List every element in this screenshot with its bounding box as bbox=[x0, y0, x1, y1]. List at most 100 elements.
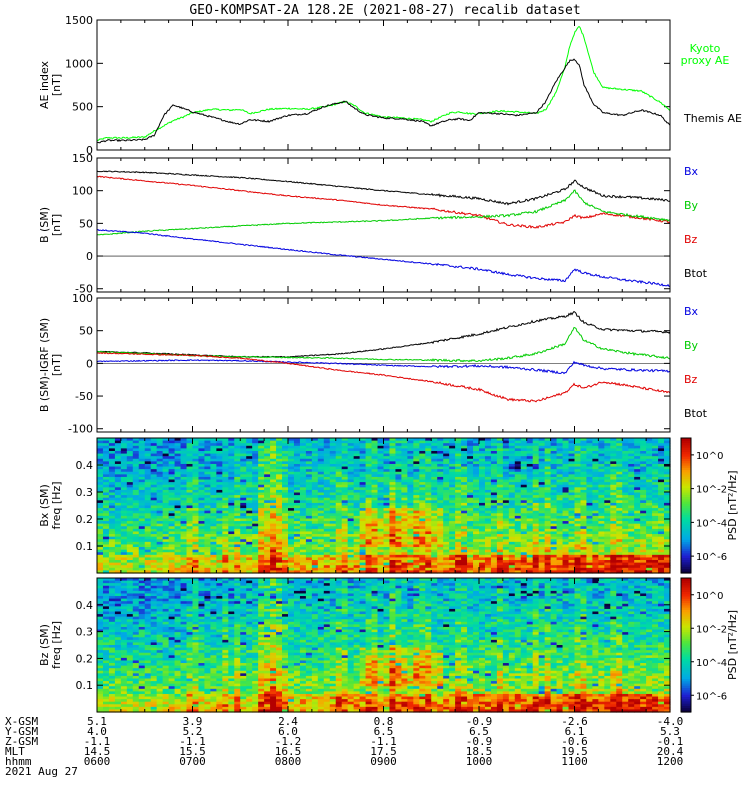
psd-cell bbox=[299, 476, 307, 481]
psd-cell bbox=[323, 534, 331, 538]
y-axis-unit: [nT] bbox=[50, 354, 63, 376]
psd-cell bbox=[132, 536, 140, 540]
psd-cell bbox=[496, 570, 504, 574]
psd-cell bbox=[102, 570, 110, 574]
psd-cell bbox=[389, 565, 397, 569]
psd-cell bbox=[514, 450, 522, 455]
psd-cell bbox=[341, 557, 349, 561]
psd-cell bbox=[132, 562, 140, 566]
psd-cell bbox=[108, 549, 116, 553]
psd-cell bbox=[479, 445, 486, 449]
psd-cell bbox=[311, 570, 319, 574]
psd-cell bbox=[144, 508, 152, 512]
psd-cell bbox=[270, 479, 277, 483]
psd-cell bbox=[353, 482, 361, 486]
psd-cell bbox=[288, 541, 295, 546]
psd-cell bbox=[156, 510, 164, 514]
psd-cell bbox=[234, 557, 241, 561]
psd-cell bbox=[150, 567, 158, 572]
psd-cell bbox=[108, 547, 116, 551]
psd-cell bbox=[484, 474, 492, 478]
psd-cell bbox=[413, 567, 420, 572]
psd-cell bbox=[192, 495, 200, 499]
psd-cell bbox=[455, 560, 462, 564]
psd-cell bbox=[449, 489, 456, 494]
psd-cell bbox=[323, 510, 331, 514]
psd-cell bbox=[299, 469, 307, 473]
psd-cell bbox=[479, 560, 486, 564]
psd-cell bbox=[299, 443, 307, 447]
psd-cell bbox=[419, 534, 426, 538]
psd-cell bbox=[419, 536, 426, 540]
psd-cell bbox=[138, 479, 146, 483]
psd-cell bbox=[216, 523, 223, 527]
psd-cell bbox=[270, 497, 277, 501]
psd-cell bbox=[484, 476, 492, 481]
psd-cell bbox=[508, 458, 516, 462]
psd-cell bbox=[461, 526, 468, 530]
psd-cell bbox=[97, 463, 104, 468]
psd-cell bbox=[204, 484, 212, 488]
psd-cell bbox=[508, 534, 516, 538]
psd-cell bbox=[329, 497, 337, 501]
psd-cell bbox=[138, 567, 146, 572]
psd-cell bbox=[126, 531, 134, 535]
psd-cell bbox=[180, 487, 188, 491]
psd-cell bbox=[484, 492, 492, 496]
psd-cell bbox=[204, 554, 212, 559]
psd-cell bbox=[443, 531, 450, 535]
psd-cell bbox=[138, 510, 146, 514]
psd-cell bbox=[293, 458, 301, 462]
psd-cell bbox=[413, 513, 420, 517]
psd-cell bbox=[186, 440, 194, 444]
psd-cell bbox=[407, 461, 414, 465]
psd-cell bbox=[496, 484, 504, 488]
psd-cell bbox=[431, 534, 438, 538]
psd-cell bbox=[329, 544, 337, 548]
psd-cell bbox=[138, 560, 146, 564]
psd-cell bbox=[401, 505, 408, 509]
psd-cell bbox=[473, 438, 480, 442]
psd-cell bbox=[341, 508, 349, 512]
psd-cell bbox=[502, 557, 510, 561]
psd-cell bbox=[150, 549, 158, 553]
psd-cell bbox=[401, 461, 408, 465]
psd-cell bbox=[186, 557, 194, 561]
psd-cell bbox=[234, 438, 241, 442]
psd-cell bbox=[252, 521, 259, 525]
psd-cell bbox=[467, 562, 474, 566]
psd-cell bbox=[449, 528, 456, 533]
psd-cell bbox=[180, 484, 188, 488]
psd-cell bbox=[419, 453, 426, 457]
psd-cell bbox=[234, 469, 241, 473]
psd-cell bbox=[508, 567, 516, 572]
psd-cell bbox=[216, 484, 223, 488]
psd-cell bbox=[311, 487, 319, 491]
psd-cell bbox=[317, 565, 325, 569]
psd-cell bbox=[234, 482, 241, 486]
psd-cell bbox=[431, 471, 438, 475]
psd-cell bbox=[144, 456, 152, 460]
psd-cell bbox=[186, 445, 194, 449]
psd-cell bbox=[204, 544, 212, 548]
psd-cell bbox=[293, 505, 301, 509]
psd-cell bbox=[413, 523, 420, 527]
psd-cell bbox=[132, 469, 140, 473]
psd-cell bbox=[449, 471, 456, 475]
psd-cell bbox=[443, 552, 450, 556]
psd-cell bbox=[353, 453, 361, 457]
psd-cell bbox=[413, 549, 420, 553]
psd-cell bbox=[317, 560, 325, 564]
psd-cell bbox=[449, 513, 456, 517]
psd-cell bbox=[323, 445, 331, 449]
psd-cell bbox=[443, 518, 450, 522]
psd-cell bbox=[502, 448, 510, 452]
psd-cell bbox=[174, 523, 182, 527]
psd-cell bbox=[102, 554, 110, 559]
psd-cell bbox=[204, 438, 212, 442]
psd-cell bbox=[156, 453, 164, 457]
psd-cell bbox=[108, 562, 116, 566]
psd-cell bbox=[335, 482, 343, 486]
psd-cell bbox=[395, 502, 403, 507]
psd-cell bbox=[222, 560, 229, 564]
